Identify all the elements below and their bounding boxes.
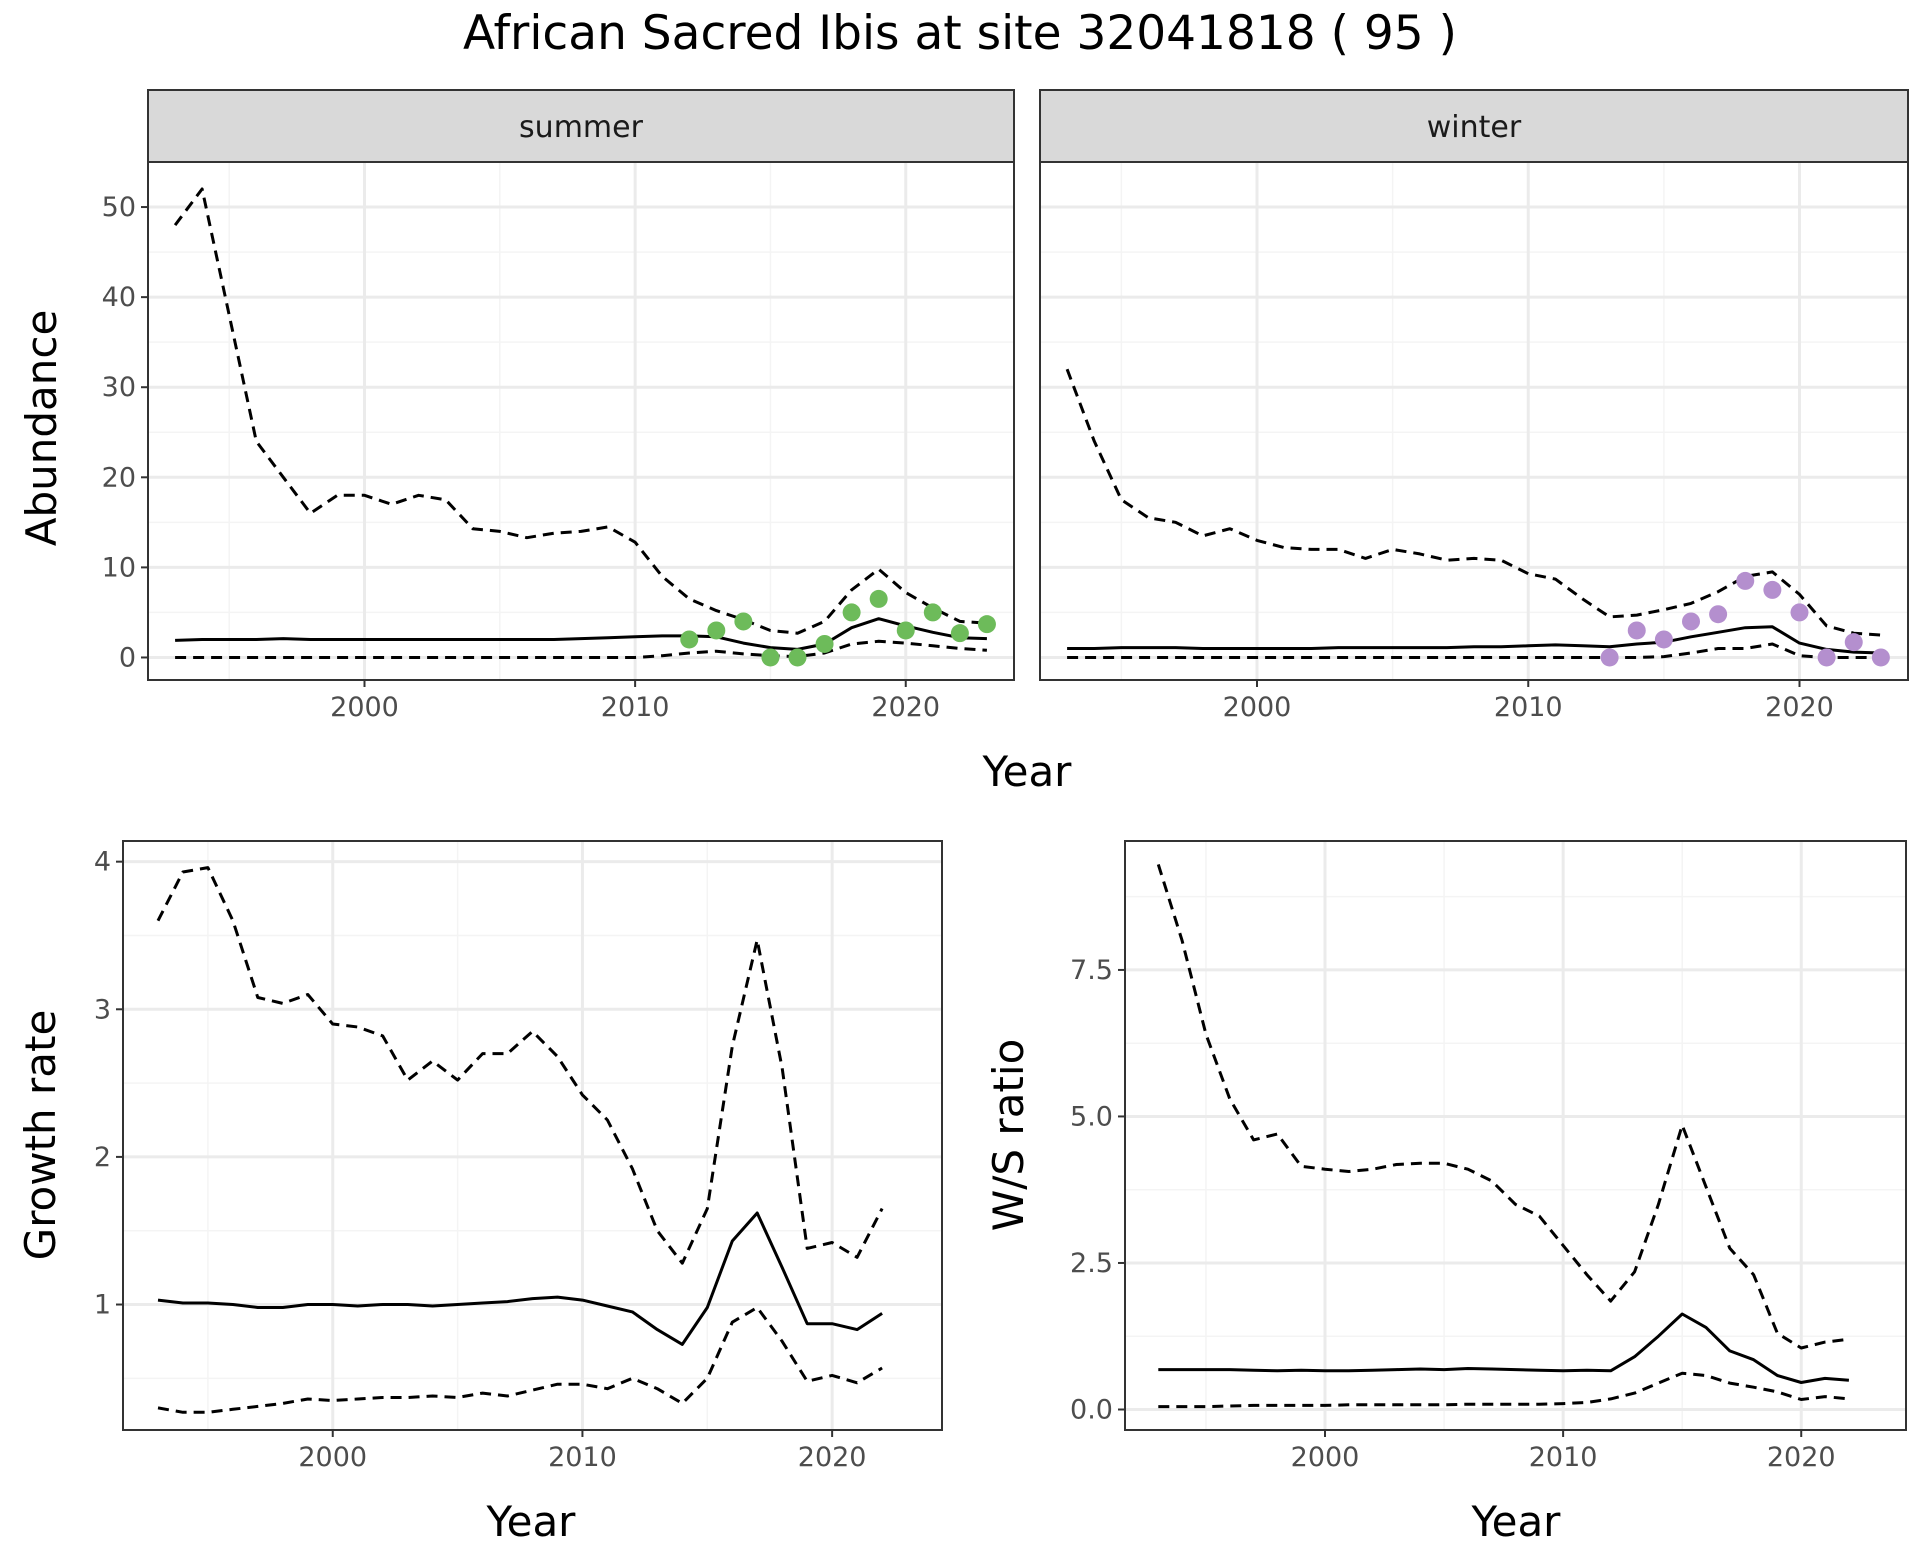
bottom-right-x-axis-title: Year — [1471, 1497, 1562, 1546]
estimate-line — [175, 617, 987, 651]
panel-ws-ratio: 2000 2010 2020 0.0 2.5 5.0 7.5 — [1070, 840, 1907, 1473]
y-tick-label: 4 — [94, 847, 111, 878]
observed-point — [1709, 605, 1728, 624]
y-tick-label: 7.5 — [1070, 955, 1113, 986]
observed-point — [1763, 580, 1782, 599]
panel-background — [1040, 162, 1908, 680]
estimate-line — [1067, 625, 1881, 655]
lower-line — [1067, 642, 1881, 659]
observed-point — [1817, 648, 1836, 667]
y-tick-label: 0 — [119, 642, 136, 673]
bottom-left-x-axis-title: Year — [486, 1497, 577, 1546]
x-tick-label: 2000 — [330, 692, 399, 723]
upper-line — [1156, 863, 1850, 1350]
panel-border — [122, 840, 943, 1431]
observed-point — [1654, 630, 1673, 649]
y-tick-label: 2 — [94, 1142, 111, 1173]
x-tick-label: 2010 — [1529, 1442, 1598, 1473]
x-tick-label: 2010 — [1494, 692, 1563, 723]
x-tick-label: 2000 — [1223, 692, 1292, 723]
observed-point — [1682, 612, 1700, 631]
observed-point — [869, 589, 888, 608]
observed-point — [1736, 571, 1755, 590]
observed-point — [734, 612, 753, 631]
observed-point — [1790, 603, 1809, 622]
x-tick-label: 2000 — [1291, 1442, 1360, 1473]
y-tick-label: 50 — [102, 192, 136, 223]
y-tick-label: 30 — [102, 372, 136, 403]
y-tick-label: 10 — [102, 552, 136, 583]
y-tick-label: 5.0 — [1070, 1101, 1113, 1132]
x-tick-label: 2020 — [871, 692, 940, 723]
observed-point — [1627, 621, 1646, 640]
y-tick-label: 3 — [94, 994, 111, 1025]
observed-point — [923, 603, 942, 622]
y-tick-label: 20 — [102, 462, 136, 493]
x-tick-label: 2000 — [298, 1442, 367, 1473]
bottom-right-y-axis-title: W/S ratio — [984, 1039, 1033, 1232]
observed-point — [707, 621, 726, 640]
observed-point — [761, 648, 780, 667]
x-tick-label: 2020 — [1767, 1442, 1836, 1473]
observed-point — [815, 634, 834, 653]
observed-point — [842, 603, 861, 622]
observed-point — [1600, 648, 1619, 667]
x-tick-label: 2020 — [1765, 692, 1834, 723]
strip-winter-label: winter — [1427, 110, 1522, 145]
x-tick-label: 2010 — [601, 692, 670, 723]
x-tick-label: 2020 — [798, 1442, 867, 1473]
panel-border — [147, 161, 1015, 681]
y-tick-label: 40 — [102, 282, 136, 313]
strip-summer-label: summer — [519, 110, 644, 145]
strip-winter-bg — [1039, 89, 1909, 163]
chart-title: African Sacred Ibis at site 32041818 ( 9… — [463, 6, 1457, 61]
lower-line — [1158, 1371, 1850, 1409]
observed-point — [680, 630, 699, 649]
strip-summer-bg — [147, 89, 1015, 163]
y-tick-label: 0.0 — [1070, 1394, 1113, 1425]
observed-point — [977, 615, 996, 634]
upper-line — [173, 187, 987, 635]
observed-point — [1844, 633, 1863, 652]
bottom-left-y-axis-title: Growth rate — [16, 1010, 65, 1261]
upper-line — [156, 866, 884, 1265]
observed-point — [896, 621, 915, 640]
top-x-axis-title: Year — [982, 747, 1073, 796]
panel-summer: 2000 2010 2020 0 10 20 30 40 50 — [102, 161, 1015, 723]
x-tick-label: 2010 — [548, 1442, 617, 1473]
lower-line — [175, 639, 987, 659]
observed-point — [1871, 648, 1890, 667]
panel-background — [148, 162, 1014, 680]
estimate-line — [157, 1211, 883, 1346]
estimate-line — [1158, 1312, 1850, 1384]
panel-border — [1039, 161, 1909, 681]
lower-line — [157, 1306, 883, 1414]
y-tick-label: 1 — [94, 1290, 111, 1321]
observed-point — [950, 624, 969, 643]
y-tick-label: 2.5 — [1070, 1248, 1113, 1279]
panel-border — [1124, 840, 1907, 1431]
top-y-axis-title: Abundance — [17, 310, 66, 547]
observed-point — [788, 648, 807, 667]
panel-growth-rate: 2000 2010 2020 1 2 3 4 — [94, 840, 943, 1473]
panel-background — [123, 841, 942, 1430]
panel-winter: 2000 2010 2020 — [1039, 161, 1909, 723]
upper-line — [1065, 368, 1881, 637]
